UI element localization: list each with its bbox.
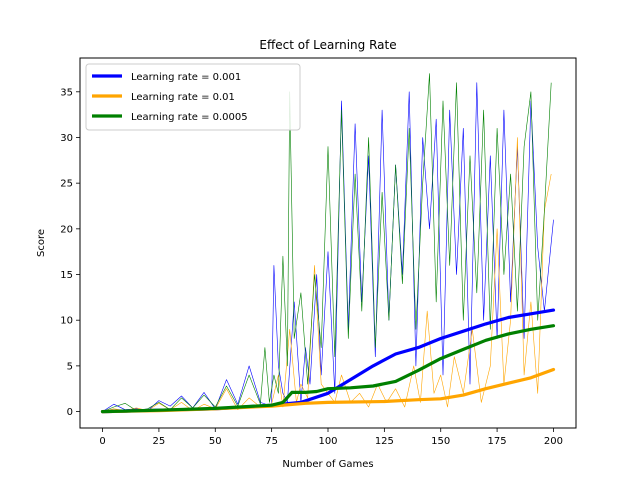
y-tick-label: 5 [67,361,73,372]
legend-box [85,63,301,131]
legend-label-1: Learning rate = 0.01 [131,92,235,103]
x-tick-label: 50 [209,436,222,447]
y-axis-title: Score [36,229,47,257]
x-tick-label: 25 [153,436,166,447]
y-tick-label: 20 [60,224,73,235]
legend-label-0: Learning rate = 0.001 [131,72,241,83]
y-tick-label: 10 [60,316,73,327]
legend-label-2: Learning rate = 0.0005 [131,112,248,123]
x-tick-label: 125 [375,436,394,447]
plot-area [100,73,556,414]
y-tick-label: 35 [60,87,73,98]
series-1-mean-line [100,367,556,414]
series-2-mean-line [100,324,556,414]
x-tick-label: 0 [99,436,105,447]
x-axis-title: Number of Games [282,459,373,470]
x-tick-label: 200 [544,436,563,447]
x-tick-label: 150 [431,436,450,447]
y-tick-label: 30 [60,133,73,144]
y-tick-label: 25 [60,179,73,190]
x-tick-label: 175 [488,436,507,447]
chart-title: Effect of Learning Rate [259,38,396,52]
legend: Learning rate = 0.001 Learning rate = 0.0… [85,63,301,131]
y-tick-label: 15 [60,270,73,281]
y-tick-label: 0 [67,407,73,418]
x-tick-label: 100 [318,436,337,447]
series-0-raw-line [102,82,554,412]
x-tick-label: 75 [265,436,278,447]
y-axis-ticks: 0 5 10 15 20 25 30 35 [60,87,80,418]
series-0-mean-line [100,308,556,414]
x-axis-ticks: 0 25 50 75 100 125 150 175 200 [99,428,563,447]
